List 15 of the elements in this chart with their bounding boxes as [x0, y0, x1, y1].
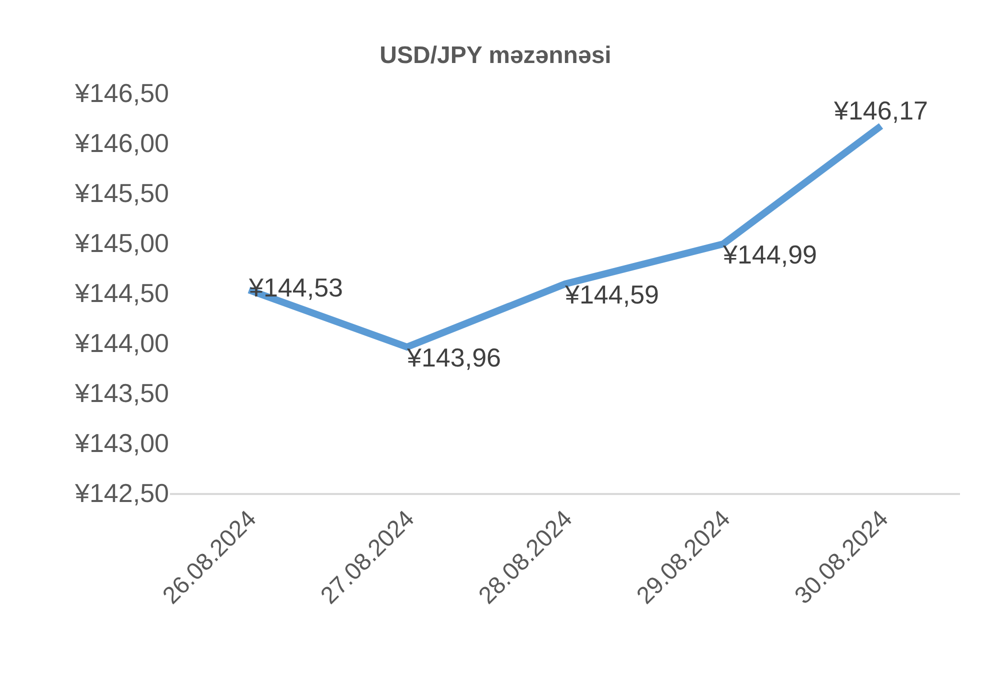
y-tick-label: ¥146,50	[74, 78, 169, 108]
y-tick-label: ¥145,00	[74, 228, 169, 258]
y-tick-label: ¥143,00	[74, 428, 169, 458]
data-label: ¥144,99	[722, 240, 817, 270]
y-tick-label: ¥144,50	[74, 278, 169, 308]
y-tick-label: ¥146,00	[74, 128, 169, 158]
y-tick-label: ¥142,50	[74, 478, 169, 508]
data-label: ¥146,17	[833, 96, 928, 126]
data-label: ¥144,59	[564, 280, 659, 310]
data-label: ¥144,53	[248, 272, 343, 302]
y-tick-label: ¥144,00	[74, 328, 169, 358]
y-tick-label: ¥143,50	[74, 378, 169, 408]
chart-title: USD/JPY məzənnəsi	[380, 42, 612, 70]
y-tick-label: ¥145,50	[74, 178, 169, 208]
data-label: ¥143,96	[406, 342, 501, 372]
